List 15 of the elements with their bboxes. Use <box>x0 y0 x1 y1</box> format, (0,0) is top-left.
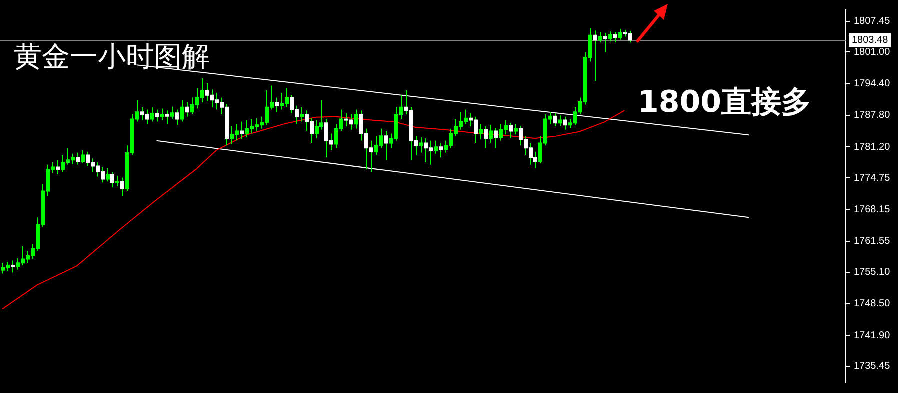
y-tick-label: 1748.50 <box>854 298 891 310</box>
y-tick-label: 1794.40 <box>854 78 891 90</box>
y-tick-label: 1801.00 <box>854 46 891 58</box>
ref-line-label: 1803.48 <box>852 35 889 46</box>
y-tick-label: 1735.45 <box>854 361 891 372</box>
annotation: 黄金一小时图解 <box>14 39 210 75</box>
y-tick-label: 1768.15 <box>854 204 891 216</box>
y-tick-label: 1781.20 <box>854 142 891 153</box>
y-tick-label: 1774.75 <box>854 172 891 184</box>
y-tick-label: 1761.55 <box>854 236 891 248</box>
y-tick-label: 1807.45 <box>854 16 891 28</box>
y-tick-label: 1741.90 <box>854 330 891 342</box>
y-tick-label: 1787.80 <box>854 110 891 122</box>
y-tick-label: 1755.10 <box>854 267 891 278</box>
annotation: 1800直接多 <box>638 84 812 122</box>
